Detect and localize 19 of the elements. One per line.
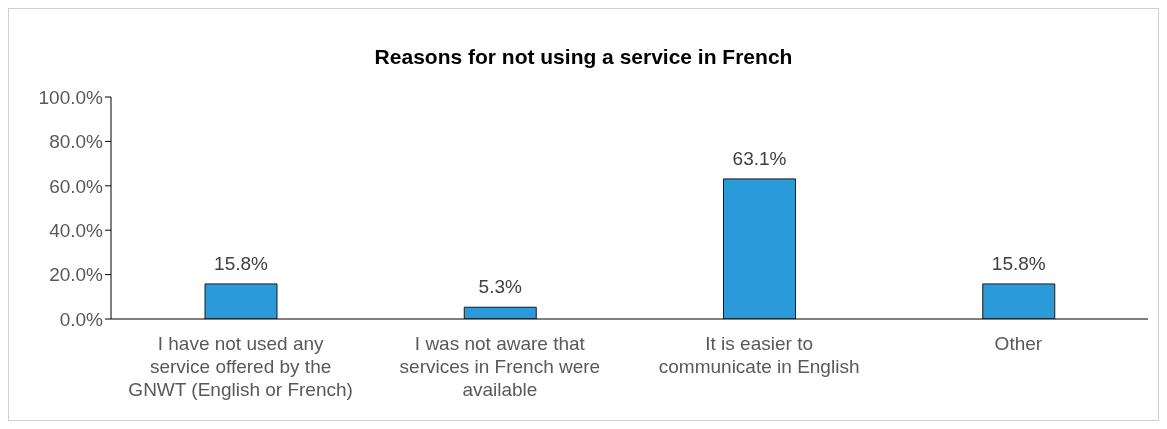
x-tick-label: Other	[994, 333, 1043, 355]
data-label: 15.8%	[991, 252, 1046, 274]
data-label: 63.1%	[732, 147, 787, 169]
data-label: 15.8%	[214, 252, 269, 274]
bar	[982, 283, 1056, 319]
x-tick-label: It is easier to communicate in English	[658, 333, 860, 377]
y-tick-label: 40.0%	[49, 219, 104, 241]
bar	[723, 178, 796, 319]
bar	[463, 306, 537, 319]
y-tick-label: 0.0%	[59, 308, 104, 330]
chart-title: Reasons for not using a service in French	[373, 44, 794, 68]
y-tick-label: 100.0%	[38, 86, 104, 108]
y-tick-label: 60.0%	[49, 175, 104, 197]
bar	[204, 283, 278, 319]
x-tick-label: I have not used any service offered by the GNWT (English or French)	[128, 333, 353, 400]
y-tick-label: 20.0%	[49, 264, 104, 286]
y-tick-label: 80.0%	[49, 131, 104, 153]
data-label: 5.3%	[478, 276, 523, 298]
x-tick-label: I was not aware that services in French were available	[399, 333, 601, 400]
